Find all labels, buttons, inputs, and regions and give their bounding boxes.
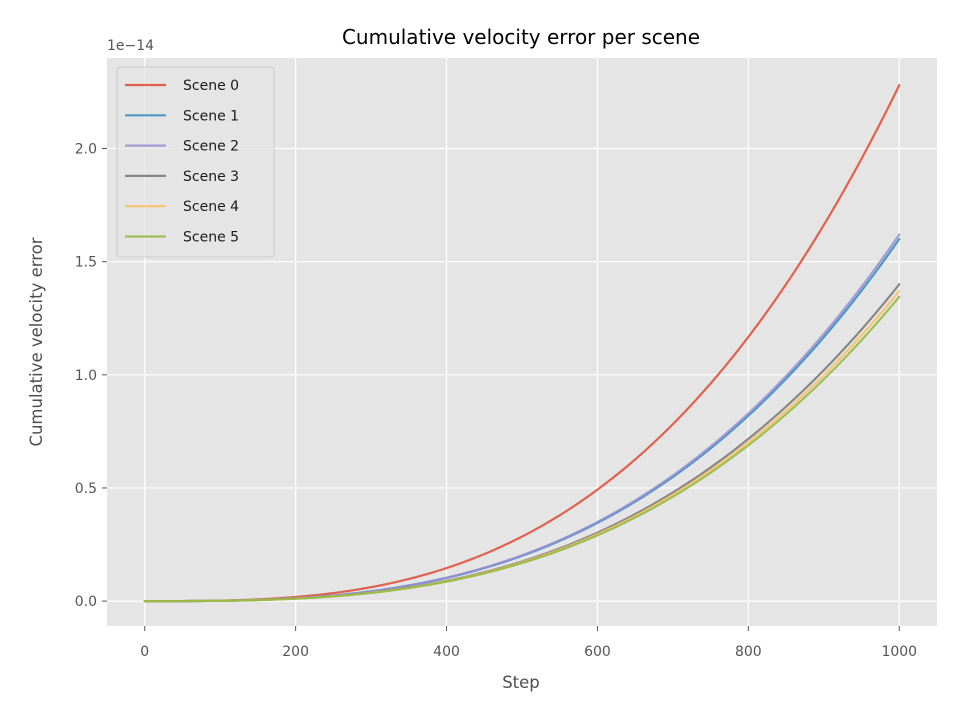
- y-offset-label: 1e−14: [107, 38, 154, 54]
- y-axis-label: Cumulative velocity error: [27, 237, 46, 446]
- y-tick-label: 0.5: [75, 481, 97, 497]
- y-tick-label: 1.5: [75, 255, 97, 271]
- x-ticks: 0 200 400 600 800 1000: [140, 626, 917, 660]
- legend-label: Scene 1: [183, 108, 239, 124]
- legend: Scene 0 Scene 1 Scene 2 Scene 3 Scene 4 Scene…: [116, 66, 275, 258]
- legend-label: Scene 3: [183, 169, 239, 185]
- x-tick-label: 1000: [881, 644, 917, 660]
- legend-box: [116, 66, 275, 258]
- chart-title: Cumulative velocity error per scene: [342, 25, 700, 49]
- y-tick-label: 2.0: [75, 142, 97, 158]
- legend-label: Scene 4: [183, 199, 239, 215]
- series-line-scene-5: [143, 295, 901, 603]
- legend-label: Scene 0: [183, 78, 239, 94]
- x-tick-label: 200: [282, 644, 309, 660]
- y-tick-label: 1.0: [75, 368, 97, 384]
- series-lines: [143, 84, 901, 603]
- x-tick-label: 600: [584, 644, 611, 660]
- x-axis-label: Step: [502, 673, 540, 692]
- legend-label: Scene 5: [183, 230, 239, 246]
- x-tick-label: 800: [735, 644, 762, 660]
- x-tick-label: 0: [140, 644, 149, 660]
- legend-label: Scene 2: [183, 139, 239, 155]
- y-tick-label: 0.0: [75, 594, 97, 610]
- y-ticks: 0.0 0.5 1.0 1.5 2.0: [75, 142, 107, 610]
- x-tick-label: 400: [433, 644, 460, 660]
